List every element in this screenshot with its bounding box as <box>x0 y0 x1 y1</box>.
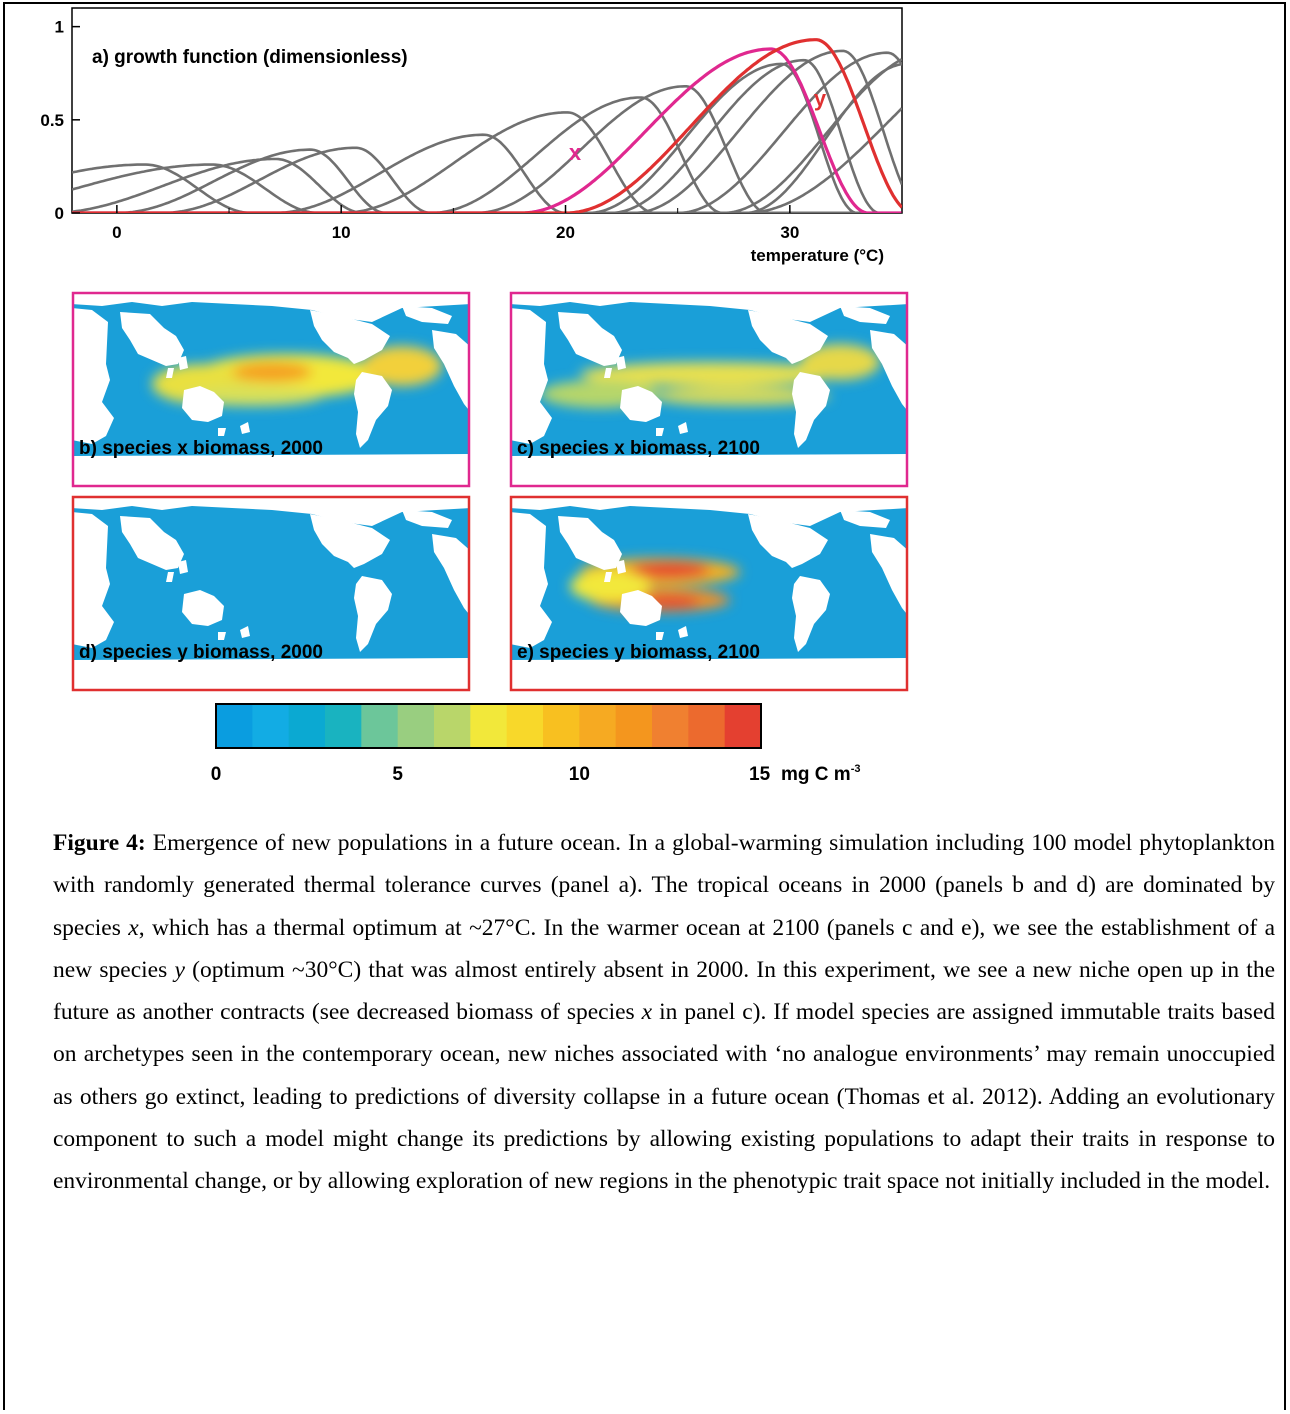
figure: 0 0.5 1 0 10 20 30 a) growth function (dimens… <box>40 7 909 785</box>
map-label: b) species x biomass, 2000 <box>79 438 323 459</box>
biomass-patch <box>650 386 830 406</box>
biomass-patch <box>580 362 840 386</box>
caption-text: in panel c). If model species are assign… <box>53 999 1275 1195</box>
curve-species <box>72 107 902 213</box>
map-panel-x-2000: b) species x biomass, 2000 <box>71 291 471 488</box>
colorbar-tick-label: 0 <box>211 764 222 785</box>
colorbar-cell <box>543 704 580 748</box>
colorbar-frame <box>215 703 762 749</box>
colorbar-cell <box>434 704 471 748</box>
curve-species <box>72 163 902 213</box>
curve-species <box>72 49 902 213</box>
biomass-patch <box>232 362 312 382</box>
colorbar-cell <box>216 704 253 748</box>
map-border <box>509 495 909 692</box>
caption-text: , which has a thermal optimum at ~27°C. … <box>53 914 1275 983</box>
colorbar-cell <box>325 704 362 748</box>
x-tick-label: 0 <box>112 223 121 242</box>
chart-title: a) growth function (dimensionless) <box>92 47 408 68</box>
curve-species <box>72 62 902 213</box>
y-tick-label: 1 <box>55 18 64 37</box>
y-tick-label: 0 <box>55 204 64 223</box>
caption-species-y: y <box>174 956 185 983</box>
curve-species <box>72 146 902 213</box>
biomass-patch <box>800 344 880 380</box>
map-panel-y-2100: e) species y biomass, 2100 <box>509 495 909 692</box>
curve-species <box>72 58 902 213</box>
x-tick-label: 20 <box>556 223 575 242</box>
y-tick-label: 0.5 <box>40 111 64 130</box>
colorbar-cell <box>288 704 326 748</box>
curve-species <box>72 148 902 213</box>
map-border <box>71 495 471 692</box>
colorbar-cell <box>470 704 508 748</box>
map-border <box>509 291 909 488</box>
colorbar-cell <box>579 704 617 748</box>
x-tick-label: 30 <box>780 223 799 242</box>
figure-label: Figure 4: <box>53 830 146 856</box>
curve-species <box>72 133 902 213</box>
colorbar-tick-label: 5 <box>392 764 403 785</box>
colorbar-cell <box>361 704 399 748</box>
colorbar-cell <box>724 704 762 748</box>
colorbar: 0 5 10 15 mg C m-3 <box>211 703 860 785</box>
curve-species <box>72 62 902 213</box>
curve-species-x <box>72 47 902 213</box>
x-axis-label: temperature (°C) <box>751 246 884 265</box>
map-panel-x-2100: c) species x biomass, 2100 <box>509 291 909 488</box>
figure-caption: Figure 4: Emergence of new populations i… <box>53 822 1275 1203</box>
label-species-x: x <box>569 140 582 165</box>
caption-text: Emergence of new populations in a future… <box>53 830 1275 941</box>
curve-species <box>72 58 902 213</box>
caption-species-x: x <box>641 999 653 1026</box>
caption-text: (optimum ~30°C) that was almost entirely… <box>53 956 1275 1026</box>
curve-species <box>72 157 902 213</box>
curve-species-y <box>72 38 902 213</box>
colorbar-cell <box>506 704 544 748</box>
page-frame <box>3 2 1286 1410</box>
map-border <box>71 291 471 488</box>
map-panel-y-2000: d) species y biomass, 2000 <box>71 495 471 692</box>
biomass-patch <box>630 562 710 578</box>
map-label: c) species x biomass, 2100 <box>517 438 760 459</box>
growth-function-chart: 0 0.5 1 0 10 20 30 a) growth function (dimens… <box>40 7 903 265</box>
colorbar-unit: mg C m-3 <box>781 763 860 785</box>
colorbar-cell <box>652 704 689 748</box>
map-label: e) species y biomass, 2100 <box>517 642 760 663</box>
colorbar-tick-label: 15 <box>749 764 771 785</box>
curve-species <box>72 163 902 213</box>
colorbar-tick-label: 10 <box>569 764 590 785</box>
curve-species <box>72 111 902 213</box>
colorbar-cell <box>615 704 653 748</box>
plot-frame <box>71 7 903 214</box>
curve-species <box>72 51 902 213</box>
label-species-y: y <box>814 86 827 111</box>
colorbar-cell <box>252 704 290 748</box>
x-tick-label: 10 <box>332 223 351 242</box>
map-label: d) species y biomass, 2000 <box>79 642 323 663</box>
curve-species <box>72 96 902 213</box>
caption-species-x: x <box>128 914 139 941</box>
colorbar-cell <box>688 704 726 748</box>
colorbar-cell <box>397 704 435 748</box>
